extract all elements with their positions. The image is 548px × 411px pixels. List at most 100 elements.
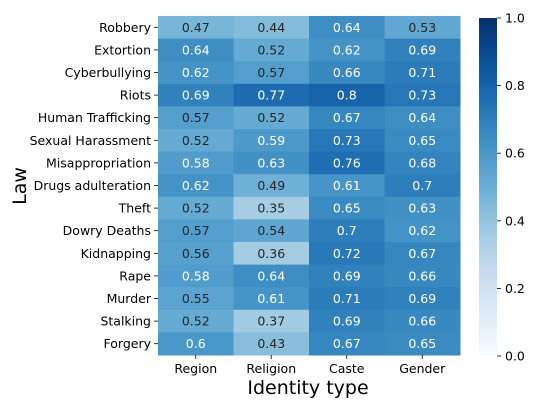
cell-value-label: 0.67 <box>333 336 361 351</box>
cell-value-label: 0.58 <box>182 268 210 283</box>
cell-value-label: 0.64 <box>408 110 436 125</box>
heatmap-cell <box>158 83 234 107</box>
heatmap-cell <box>233 174 310 198</box>
cell-value-label: 0.49 <box>257 178 285 193</box>
heatmap-cell <box>233 38 310 62</box>
cell-value-label: 0.64 <box>257 268 285 283</box>
cell-value-label: 0.77 <box>257 88 285 103</box>
colorbar <box>479 18 497 356</box>
cell-value-label: 0.65 <box>408 133 436 148</box>
heatmap-cell <box>384 38 461 62</box>
heatmap-cell <box>309 61 385 85</box>
cell-value-label: 0.58 <box>182 155 210 170</box>
cell-value-label: 0.43 <box>257 336 285 351</box>
cell-value-label: 0.59 <box>257 133 285 148</box>
heatmap-cell <box>384 309 461 333</box>
cell-value-label: 0.73 <box>333 133 361 148</box>
column-label: Gender <box>399 361 446 376</box>
cell-value-label: 0.69 <box>333 314 361 329</box>
heatmap-cell <box>158 287 234 311</box>
heatmap-cell <box>309 106 385 130</box>
cell-value-label: 0.52 <box>257 110 285 125</box>
colorbar-tick-label: 0.8 <box>505 78 525 93</box>
cell-value-label: 0.52 <box>182 201 210 216</box>
heatmap-cell <box>158 151 234 175</box>
heatmap-cell <box>158 129 234 153</box>
colorbar-tick-label: 0.2 <box>505 281 525 296</box>
cell-value-label: 0.63 <box>257 155 285 170</box>
y-axis-title: Law <box>9 167 31 205</box>
x-axis-title: Identity type <box>247 377 368 399</box>
heatmap-cell <box>309 332 385 356</box>
cell-value-label: 0.72 <box>333 246 361 261</box>
heatmap-cell <box>233 242 310 266</box>
heatmap-cell <box>158 309 234 333</box>
row-label: Extortion <box>94 42 151 57</box>
cell-value-label: 0.62 <box>182 178 210 193</box>
heatmap-cell <box>158 332 234 356</box>
cell-value-label: 0.8 <box>337 88 357 103</box>
cell-value-label: 0.69 <box>182 88 210 103</box>
column-label: Religion <box>246 361 296 376</box>
heatmap-cell <box>233 196 310 220</box>
cell-value-label: 0.64 <box>182 42 210 57</box>
cell-value-label: 0.53 <box>408 20 436 35</box>
cell-value-label: 0.63 <box>408 201 436 216</box>
row-label: Drugs adulteration <box>34 178 151 193</box>
row-label: Robbery <box>99 20 151 35</box>
cell-value-label: 0.66 <box>408 314 436 329</box>
cell-value-label: 0.54 <box>257 223 285 238</box>
colorbar-tick-label: 0.0 <box>505 349 525 364</box>
colorbar-tick-label: 0.4 <box>505 213 525 228</box>
heatmap-cell <box>158 219 234 243</box>
heatmap-cell <box>309 196 385 220</box>
cell-value-label: 0.35 <box>257 201 285 216</box>
row-label: Forgery <box>104 336 152 351</box>
cell-value-label: 0.61 <box>257 291 285 306</box>
heatmap-cell <box>384 174 461 198</box>
colorbar-ticks: 0.0 0.2 0.4 0.6 0.8 1.0 <box>497 11 525 364</box>
row-label: Murder <box>107 291 152 306</box>
row-label: Sexual Harassment <box>30 133 152 148</box>
row-label: Misappropriation <box>46 155 151 170</box>
heatmap-cell <box>309 174 385 198</box>
cell-value-label: 0.57 <box>182 223 210 238</box>
cell-value-label: 0.61 <box>333 178 361 193</box>
cell-value-label: 0.76 <box>333 155 361 170</box>
cell-value-label: 0.36 <box>257 246 285 261</box>
cell-value-label: 0.67 <box>408 246 436 261</box>
heatmap-cell <box>158 196 234 220</box>
heatmap-cell <box>233 16 310 40</box>
cell-value-label: 0.55 <box>182 291 210 306</box>
column-label: Caste <box>329 361 365 376</box>
heatmap-cell <box>158 242 234 266</box>
heatmap-cell <box>309 309 385 333</box>
heatmap-cell <box>384 151 461 175</box>
row-label: Riots <box>120 88 151 103</box>
heatmap-cell <box>309 129 385 153</box>
heatmap-cell <box>384 129 461 153</box>
cell-value-label: 0.56 <box>182 246 210 261</box>
cell-value-label: 0.66 <box>408 268 436 283</box>
heatmap-cell <box>309 151 385 175</box>
heatmap-cells: 0.47 0.44 0.64 0.53 0.64 0.52 0.62 0.69 0.62 0.57… <box>158 16 461 356</box>
cell-value-label: 0.7 <box>337 223 357 238</box>
cell-value-label: 0.67 <box>333 110 361 125</box>
heatmap-cell <box>309 16 385 40</box>
row-label: Theft <box>118 201 151 216</box>
heatmap-cell <box>233 332 310 356</box>
row-label: Stalking <box>100 314 151 329</box>
cell-value-label: 0.65 <box>408 336 436 351</box>
heatmap-cell <box>384 83 461 107</box>
cell-value-label: 0.57 <box>257 65 285 80</box>
cell-value-label: 0.37 <box>257 314 285 329</box>
heatmap-cell <box>384 332 461 356</box>
heatmap-cell <box>384 106 461 130</box>
heatmap-cell <box>233 264 310 288</box>
cell-value-label: 0.52 <box>257 42 285 57</box>
heatmap-cell <box>384 219 461 243</box>
heatmap-cell <box>158 16 234 40</box>
heatmap-cell <box>384 264 461 288</box>
cell-value-label: 0.57 <box>182 110 210 125</box>
